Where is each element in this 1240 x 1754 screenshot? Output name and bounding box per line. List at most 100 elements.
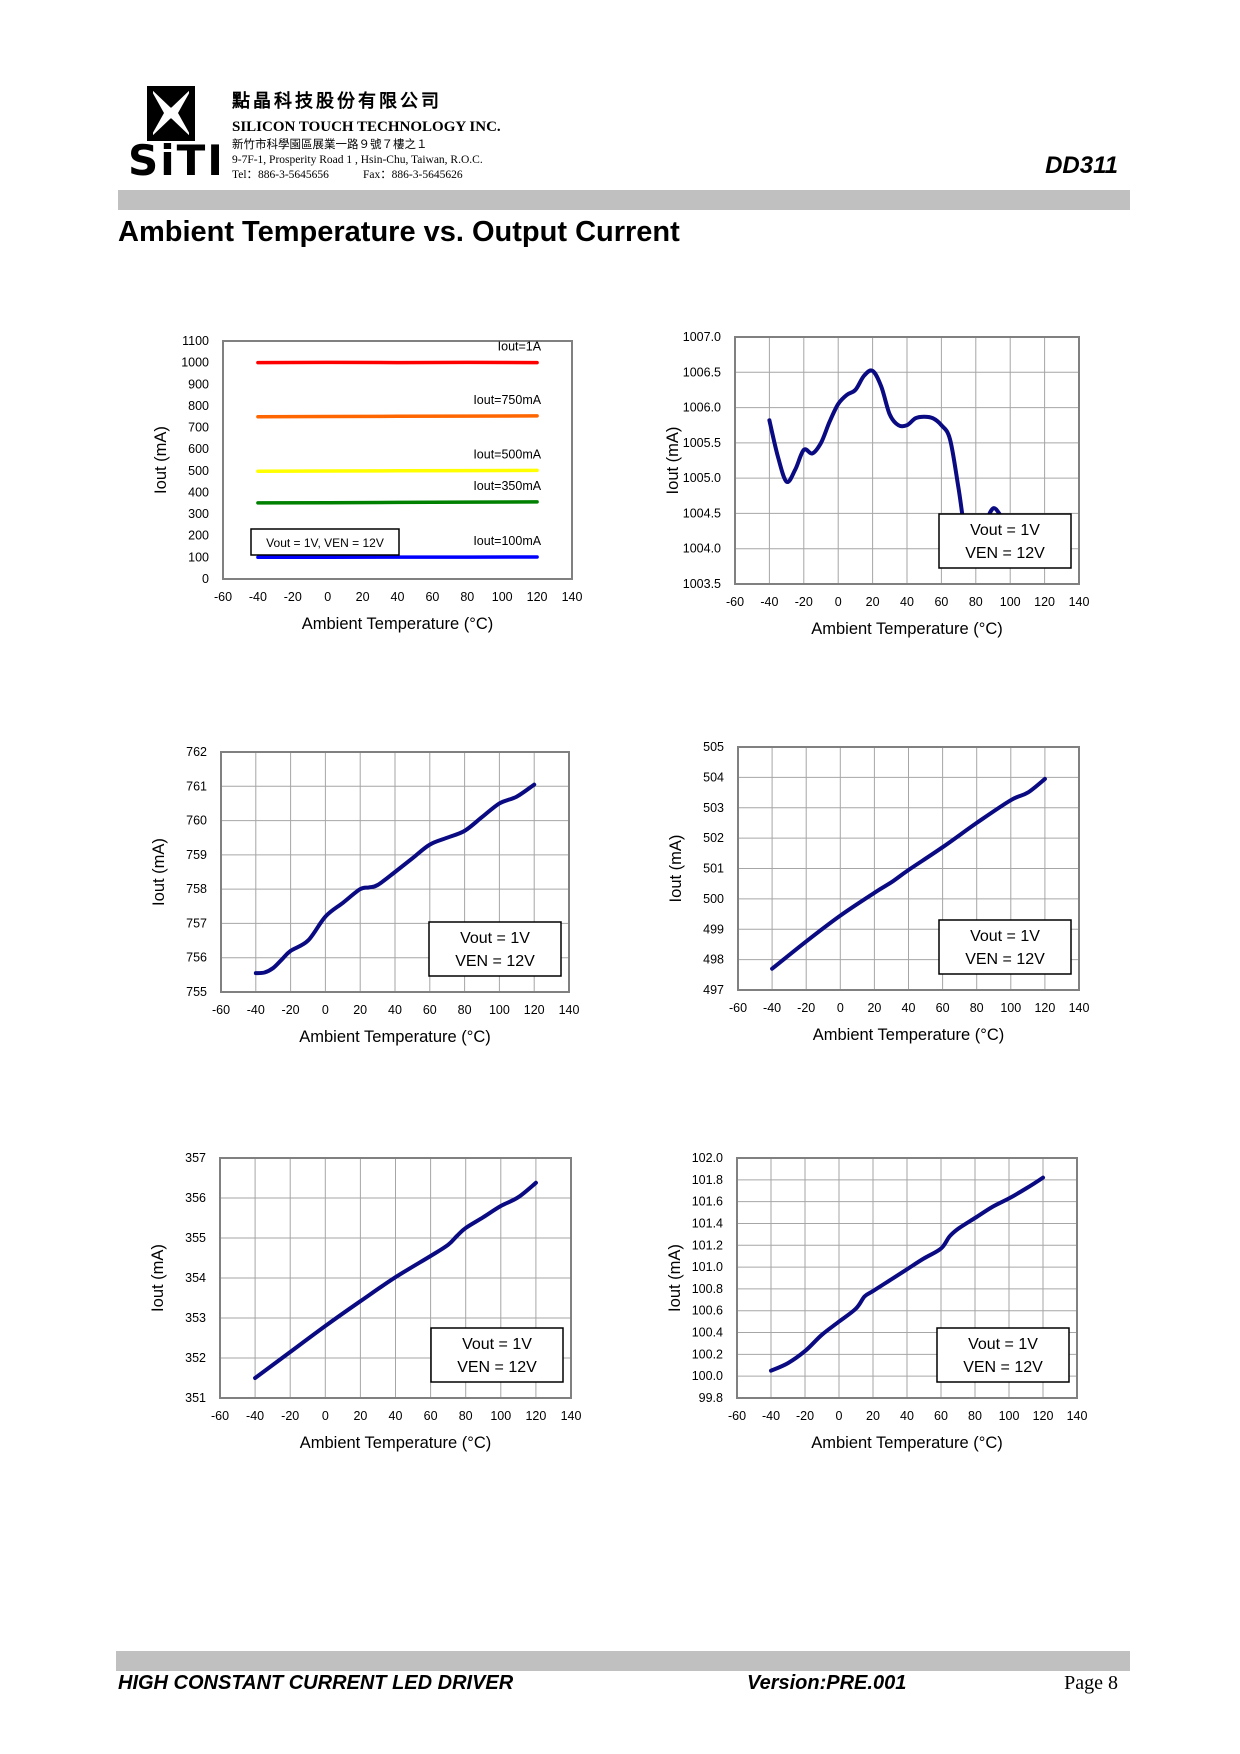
x-tick-label: 40 <box>900 595 914 609</box>
footer-divider <box>116 1651 1130 1671</box>
plot-frame <box>220 751 570 993</box>
condition-text: VEN = 12V <box>457 1359 537 1376</box>
y-tick-label: 1000 <box>181 356 209 370</box>
x-tick-label: -20 <box>795 595 813 609</box>
y-tick-label: 500 <box>188 464 209 478</box>
x-tick-label: 140 <box>1067 1409 1088 1423</box>
x-tick-label: -20 <box>796 1409 814 1423</box>
x-tick-label: 140 <box>561 1409 582 1423</box>
plot-frame <box>219 1157 572 1399</box>
x-tick-label: 40 <box>389 1409 403 1423</box>
contact-line: Tel：886-3-5645656 Fax：886-3-5645626 <box>232 168 501 183</box>
x-tick-label: 140 <box>559 1003 580 1017</box>
y-tick-label: 354 <box>185 1271 206 1285</box>
y-tick-label: 762 <box>186 745 207 759</box>
condition-text: VEN = 12V <box>455 953 535 970</box>
y-tick-label: 100.6 <box>692 1304 723 1318</box>
y-tick-label: 497 <box>703 983 724 997</box>
x-tick-label: -20 <box>284 590 302 604</box>
y-tick-label: 102.0 <box>692 1151 723 1165</box>
header-divider <box>118 190 1130 210</box>
x-tick-label: 100 <box>1000 595 1021 609</box>
x-tick-label: 100 <box>489 1003 510 1017</box>
y-axis-label: Iout (mA) <box>149 1244 167 1312</box>
x-tick-label: -20 <box>281 1409 299 1423</box>
y-axis-label: Iout (mA) <box>664 427 682 495</box>
tel: Tel：886-3-5645656 <box>232 169 329 181</box>
y-axis-label: Iout (mA) <box>152 426 170 494</box>
x-tick-label: 40 <box>391 590 405 604</box>
x-tick-label: 80 <box>460 590 474 604</box>
x-tick-label: 20 <box>353 1409 367 1423</box>
y-tick-label: 1004.5 <box>683 506 721 520</box>
condition-text: Vout = 1V <box>460 930 530 947</box>
y-tick-label: 761 <box>186 779 207 793</box>
address-en: 9-7F-1, Prosperity Road 1 , Hsin-Chu, Ta… <box>232 154 483 166</box>
x-tick-label: 100 <box>490 1409 511 1423</box>
logo-wordmark: SiTI <box>128 136 225 185</box>
x-axis-label: Ambient Temperature (°C) <box>811 620 1003 638</box>
doc-id: DD311 <box>1045 152 1118 179</box>
company-name-en: SILICON TOUCH TECHNOLOGY INC. <box>232 119 501 135</box>
y-tick-label: 499 <box>703 922 724 936</box>
series-label: Iout=750mA <box>473 393 541 407</box>
y-tick-label: 351 <box>185 1391 206 1405</box>
x-tick-label: 120 <box>1034 1001 1055 1015</box>
x-tick-label: 0 <box>836 1409 843 1423</box>
x-tick-label: 0 <box>322 1003 329 1017</box>
x-tick-label: 80 <box>459 1409 473 1423</box>
x-tick-label: 20 <box>353 1003 367 1017</box>
y-axis-label: Iout (mA) <box>150 838 168 906</box>
plot-frame <box>734 336 1080 585</box>
company-name-cn: 點晶科技股份有限公司 <box>232 91 442 111</box>
series-line-1 <box>253 782 537 976</box>
siti-logo <box>147 86 195 141</box>
y-tick-label: 757 <box>186 916 207 930</box>
x-tick-label: -60 <box>212 1003 230 1017</box>
y-tick-label: 101.4 <box>692 1216 723 1230</box>
y-tick-label: 498 <box>703 953 724 967</box>
fax: Fax：886-3-5645626 <box>362 169 463 181</box>
condition-text: VEN = 12V <box>963 1359 1043 1376</box>
condition-box <box>938 919 1072 975</box>
footer-page: Page 8 <box>1064 1672 1118 1694</box>
y-tick-label: 1006.0 <box>683 401 721 415</box>
y-tick-label: 101.6 <box>692 1195 723 1209</box>
x-tick-label: -40 <box>763 1001 781 1015</box>
x-tick-label: -40 <box>246 1409 264 1423</box>
x-tick-label: 20 <box>866 1409 880 1423</box>
y-tick-label: 1004.0 <box>683 542 721 556</box>
condition-text: Vout = 1V <box>970 928 1040 945</box>
series-label: Iout=100mA <box>473 534 541 548</box>
series-label: Iout=350mA <box>473 479 541 493</box>
condition-box <box>250 528 400 556</box>
x-tick-label: 20 <box>356 590 370 604</box>
condition-text: Vout = 1V, VEN = 12V <box>266 536 384 550</box>
series-line-1 <box>770 776 1047 971</box>
y-tick-label: 352 <box>185 1351 206 1365</box>
x-tick-label: 0 <box>324 590 331 604</box>
condition-box <box>428 921 562 977</box>
x-tick-label: 40 <box>902 1001 916 1015</box>
y-tick-label: 300 <box>188 507 209 521</box>
plot-frame <box>736 1157 1078 1399</box>
x-tick-label: -40 <box>760 595 778 609</box>
x-tick-label: 80 <box>970 1001 984 1015</box>
x-tick-label: 40 <box>900 1409 914 1423</box>
company-block: 點晶科技股份有限公司 SILICON TOUCH TECHNOLOGY INC.… <box>232 90 501 183</box>
x-axis-label: Ambient Temperature (°C) <box>299 1028 491 1046</box>
y-tick-label: 357 <box>185 1151 206 1165</box>
x-tick-label: 100 <box>492 590 513 604</box>
y-tick-label: 500 <box>703 892 724 906</box>
y-tick-label: 1007.0 <box>683 330 721 344</box>
x-tick-label: 120 <box>1034 595 1055 609</box>
y-tick-label: 760 <box>186 814 207 828</box>
y-tick-label: 100.2 <box>692 1347 723 1361</box>
x-tick-label: 80 <box>969 595 983 609</box>
x-tick-label: 20 <box>866 595 880 609</box>
x-tick-label: 120 <box>525 1409 546 1423</box>
x-tick-label: -20 <box>797 1001 815 1015</box>
x-tick-label: -40 <box>247 1003 265 1017</box>
page-title: Ambient Temperature vs. Output Current <box>118 216 680 248</box>
